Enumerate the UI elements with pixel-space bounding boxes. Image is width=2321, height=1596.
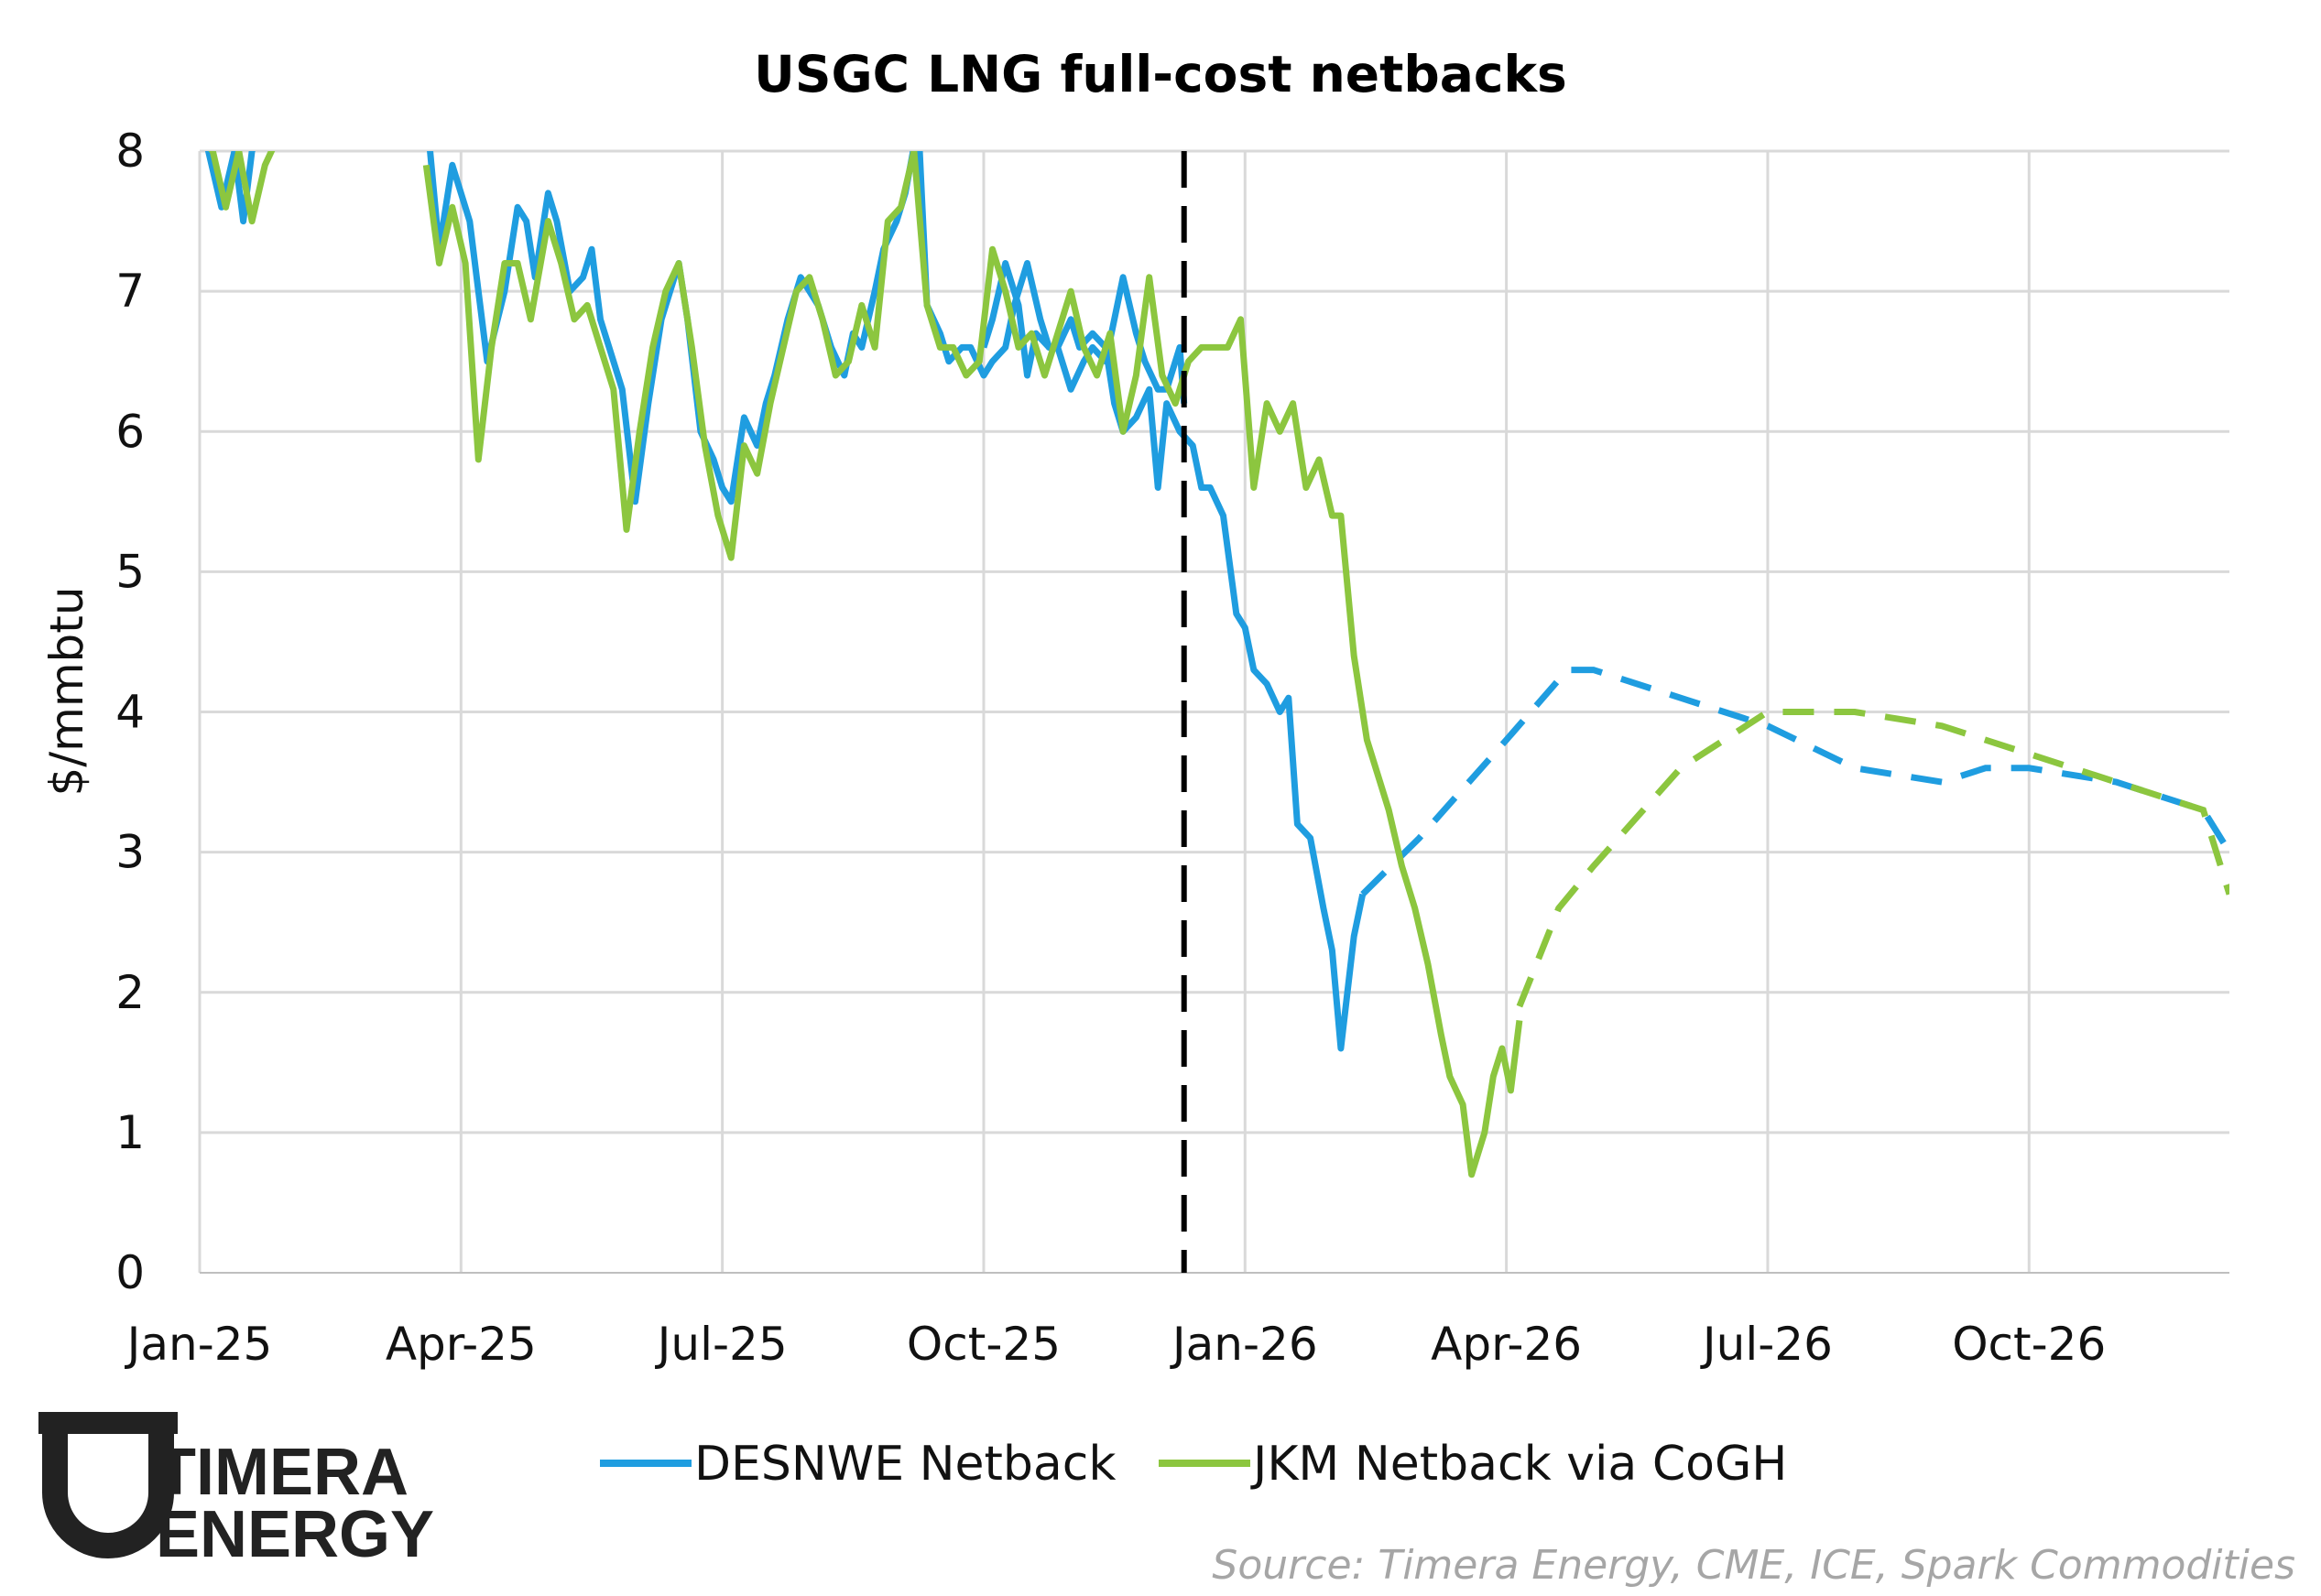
x-tick-label: Jan-25 [125,1318,273,1371]
x-axis-ticks: Jan-25 Apr-25 Jul-25 Oct-25 Jan-26 Apr-26 Jul-… [125,1318,2107,1371]
logo-mark-icon [42,1433,174,1558]
y-tick-label: 0 [115,1246,145,1299]
gridlines [198,149,2229,1273]
logo-text-energy: ENERGY [156,1498,434,1571]
series-layer [204,151,2229,1178]
y-axis-label: $/mmbtu [40,586,93,796]
series-line-desnwe-historical [204,151,1188,505]
series-line-desnwe-historical [980,260,1367,1052]
series-line-jkm-forecast [1516,709,2229,1008]
y-tick-label: 7 [115,265,145,318]
series-line-jkm-historical [422,151,1523,1178]
x-tick-label: Oct-25 [907,1318,1061,1371]
y-tick-label: 4 [115,686,145,739]
series-line-jkm-historical [208,151,276,225]
y-tick-label: 1 [115,1106,145,1159]
x-tick-label: Jul-26 [1700,1318,1833,1371]
legend: DESNWE Netback JKM Netback via CoGH [600,1437,1787,1492]
x-tick-label: Apr-26 [1431,1318,1582,1371]
legend-label-desnwe: DESNWE Netback [694,1437,1116,1492]
x-tick-label: Jan-26 [1170,1318,1318,1371]
chart-title: USGC LNG full-cost netbacks [754,45,1567,103]
series-line-desnwe-forecast [1360,667,2229,897]
y-tick-label: 5 [115,545,145,598]
x-tick-label: Jul-25 [655,1318,788,1371]
x-tick-label: Oct-26 [1952,1318,2106,1371]
y-tick-label: 6 [115,405,145,458]
x-tick-label: Apr-25 [386,1318,537,1371]
y-tick-label: 3 [115,826,145,879]
timera-logo: TIMERA ENERGY [38,1412,434,1571]
y-tick-label: 2 [115,966,145,1019]
source-note: Source: Timera Energy, CME, ICE, Spark C… [1212,1542,2295,1589]
y-tick-label: 8 [115,125,145,178]
logo-text-timera: TIMERA [156,1436,409,1509]
y-axis-ticks: 0 1 2 3 4 5 6 7 8 [115,125,145,1299]
legend-label-jkm: JKM Netback via CoGH [1250,1437,1787,1492]
